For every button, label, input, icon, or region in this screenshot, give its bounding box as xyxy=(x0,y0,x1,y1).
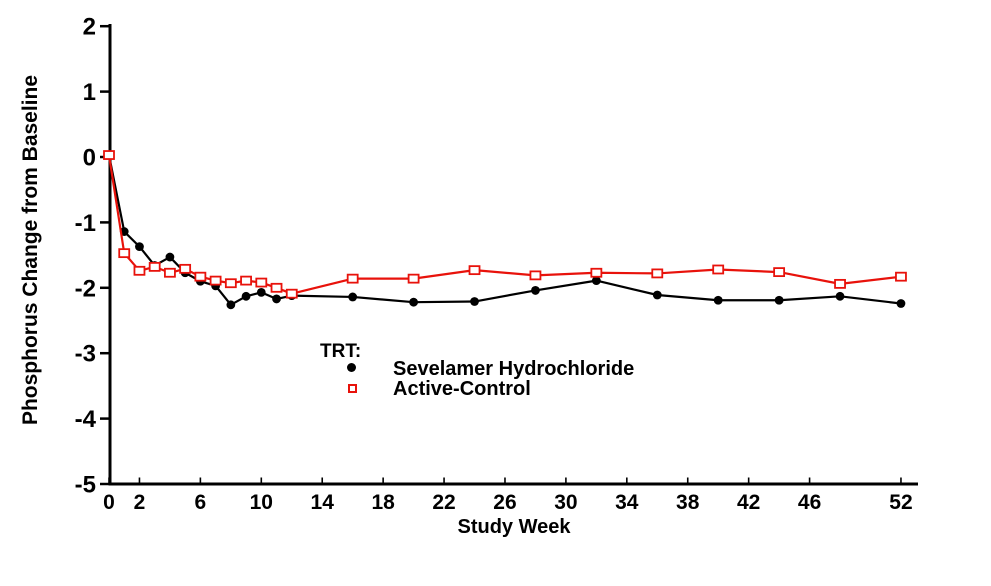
data-point-active-control xyxy=(834,278,846,289)
y-tick-label: 2 xyxy=(83,14,96,41)
x-tick-label: 6 xyxy=(195,491,207,514)
data-point-sevelamer-hydrochloride xyxy=(470,297,479,306)
y-tick-label: 0 xyxy=(83,145,96,172)
data-point-active-control xyxy=(194,271,207,282)
data-point-active-control xyxy=(285,288,298,299)
data-point-active-control xyxy=(651,268,664,279)
data-point-active-control xyxy=(133,265,146,276)
data-point-active-control xyxy=(773,267,786,278)
data-point-sevelamer-hydrochloride xyxy=(272,294,281,304)
x-tick-label: 42 xyxy=(737,491,760,514)
data-point-active-control xyxy=(468,265,481,276)
data-point-active-control xyxy=(224,278,237,289)
data-point-sevelamer-hydrochloride xyxy=(409,297,418,307)
data-point-sevelamer-hydrochloride xyxy=(241,291,251,301)
data-point-active-control xyxy=(103,150,115,160)
data-point-sevelamer-hydrochloride xyxy=(165,252,175,262)
data-point-active-control xyxy=(346,273,359,284)
y-tick-label: -4 xyxy=(75,406,97,433)
legend-label-active-control: Active-Control xyxy=(393,378,531,400)
data-point-sevelamer-hydrochloride xyxy=(652,290,662,300)
data-point-active-control xyxy=(590,267,603,278)
x-tick-label: 38 xyxy=(676,491,700,514)
data-point-active-control xyxy=(148,261,161,272)
data-point-sevelamer-hydrochloride xyxy=(896,299,906,308)
y-tick-label: -3 xyxy=(75,341,96,368)
data-point-sevelamer-hydrochloride xyxy=(226,300,236,310)
x-tick-label: 0 xyxy=(103,491,115,514)
data-point-active-control xyxy=(895,271,907,282)
data-point-active-control xyxy=(255,277,268,288)
data-point-active-control xyxy=(529,270,542,281)
x-tick-label: 2 xyxy=(134,491,146,514)
y-tick-label: -5 xyxy=(75,472,96,499)
x-tick-label: 18 xyxy=(371,491,395,514)
x-tick-label: 22 xyxy=(432,491,455,514)
y-tick-label: -2 xyxy=(75,275,96,302)
data-point-active-control xyxy=(712,264,725,275)
data-point-active-control xyxy=(118,248,131,259)
data-point-active-control xyxy=(164,267,176,278)
x-tick-label: 52 xyxy=(889,491,912,514)
x-tick-label: 46 xyxy=(798,491,821,514)
x-tick-label: 34 xyxy=(615,491,639,514)
data-point-sevelamer-hydrochloride xyxy=(774,295,784,305)
legend-label-sevelamer-hydrochloride: Sevelamer Hydrochloride xyxy=(393,358,635,380)
y-tick-label: 1 xyxy=(83,79,96,106)
data-point-sevelamer-hydrochloride xyxy=(835,291,845,301)
data-point-sevelamer-hydrochloride xyxy=(713,295,723,305)
x-tick-label: 14 xyxy=(311,491,335,514)
data-point-active-control xyxy=(209,275,222,286)
data-point-sevelamer-hydrochloride xyxy=(135,242,144,251)
data-point-sevelamer-hydrochloride xyxy=(531,286,540,295)
data-point-active-control xyxy=(270,282,283,293)
filled-circle-marker-icon xyxy=(347,363,356,372)
data-point-active-control xyxy=(179,263,192,274)
data-point-active-control xyxy=(240,275,252,286)
x-tick-label: 10 xyxy=(250,491,273,514)
x-axis-title: Study Week xyxy=(457,516,571,538)
data-point-active-control xyxy=(407,273,420,284)
y-tick-label: -1 xyxy=(75,210,96,237)
x-tick-label: 26 xyxy=(493,491,516,514)
data-point-sevelamer-hydrochloride xyxy=(591,276,601,286)
legend-title: TRT: xyxy=(320,341,362,362)
x-tick-label: 30 xyxy=(554,491,577,514)
y-axis-title: Phosphorus Change from Baseline xyxy=(19,74,42,426)
data-point-sevelamer-hydrochloride xyxy=(256,287,266,297)
data-point-sevelamer-hydrochloride xyxy=(348,292,358,302)
open-square-marker-icon xyxy=(348,384,357,393)
